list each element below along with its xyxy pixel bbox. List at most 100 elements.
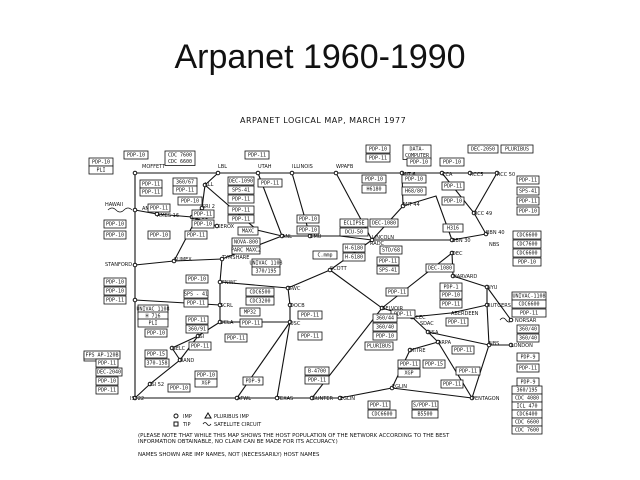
site-label-gunter: GUNTER — [312, 396, 333, 402]
host-label: STD/68 — [382, 248, 400, 254]
host-box: PDP-10 — [512, 257, 542, 267]
imp-node — [132, 262, 138, 268]
host-label: CDC 6600 — [515, 420, 539, 426]
site-label-nelc: NELC — [172, 346, 186, 352]
host-box: CDC3200 — [245, 296, 275, 306]
imp-node — [132, 297, 138, 303]
host-box: PDP-10 — [296, 214, 320, 224]
host-box: PDP-11 — [441, 181, 465, 191]
site-label-cca: CCA — [442, 172, 453, 178]
host-box: PDP-11 — [304, 375, 330, 385]
host-box: PDP-11 — [451, 345, 475, 355]
host-label: DCU-50 — [345, 230, 363, 236]
host-label: DEC-1090 — [229, 179, 253, 185]
host-label: 360/40 — [376, 325, 394, 331]
host-label: 360/40 — [519, 336, 537, 342]
site-label-utah: UTAH — [258, 164, 272, 170]
host-box: PDP-11 — [239, 318, 263, 328]
host-label: PDP-11 — [308, 378, 326, 384]
host-label: COMPUTER — [405, 153, 430, 159]
imp-node — [195, 333, 201, 339]
host-box: PDP-11 — [439, 299, 463, 309]
host-box: CDC 4080 — [511, 393, 543, 403]
tip-legend-icon — [173, 421, 179, 427]
site-label-bbn30: BBN 30 — [452, 238, 471, 244]
imp-node — [450, 273, 456, 279]
site-label-isi: ISI — [198, 334, 204, 340]
host-label: PDP-11 — [520, 311, 538, 317]
host-label: PDP-10 — [518, 260, 536, 266]
host-label: PDP-10 — [444, 199, 462, 205]
host-box: PDP-11 — [516, 196, 540, 206]
host-box: PDP-10 — [103, 286, 127, 296]
host-label: XGP — [404, 371, 413, 377]
imp-node — [400, 203, 406, 209]
host-label: PDP-10 — [127, 153, 145, 159]
site-label-belvoir: BELVOIR — [382, 306, 404, 312]
host-label: H 716 — [145, 314, 160, 320]
host-box: PDP-10 — [103, 277, 127, 287]
host-box: STD/68 — [379, 245, 403, 255]
host-box: PDP-10 — [144, 328, 168, 338]
host-box: MP32 — [239, 307, 261, 317]
site-label-xerox: XEROX — [217, 224, 235, 230]
imp-node — [274, 395, 280, 401]
host-box: PDP-11 — [191, 209, 215, 219]
host-box: PDP-15 — [144, 349, 168, 359]
host-box: PDP-11 — [365, 153, 391, 163]
imp-node — [407, 347, 413, 353]
host-box: PDP-11 — [227, 214, 255, 224]
host-label: PDP-9 — [245, 379, 260, 385]
host-box: PDP-11 — [516, 363, 540, 373]
host-label: CDC3200 — [249, 299, 270, 305]
imp-node — [255, 170, 261, 176]
site-label-lincoln: LINCOLN — [372, 235, 394, 241]
host-label: B-4700 — [308, 369, 326, 375]
host-label: PDP-10 — [376, 334, 394, 340]
host-label: PDP-10 — [106, 233, 124, 239]
host-box: 360/91 — [185, 324, 209, 334]
host-label: CDC6600 — [516, 251, 537, 257]
host-label: PDP-11 — [379, 259, 397, 265]
host-box: PDP-10 — [123, 150, 149, 160]
site-label-sdac: SDAC — [420, 321, 434, 327]
site-label-rcc50: RCC 50 — [497, 172, 515, 178]
site-label-lbl: LBL — [218, 164, 227, 170]
site-label-stanford: STANFORD — [105, 262, 132, 268]
site-label-anl: ANL — [282, 234, 292, 240]
host-label: PDP-11 — [232, 217, 250, 223]
host-box: PDP-11 — [184, 230, 208, 240]
host-box: 370-158 — [144, 358, 170, 368]
host-label: H316 — [447, 226, 459, 232]
host-label: SPS-41 — [519, 189, 537, 195]
host-box: PDP-11 — [397, 359, 421, 369]
map-legend: IMP TIP PLURIBUS IMP SATELLITE CIRCUIT — [173, 412, 262, 428]
host-box: CDC6400 — [511, 409, 543, 419]
host-label: PDP-11 — [448, 320, 466, 326]
host-box: PDP-11 — [139, 187, 163, 197]
host-label: PDP-11 — [142, 182, 160, 188]
legend-satellite: SATELLITE CIRCUIT — [214, 422, 262, 428]
legend-imp: IMP — [183, 414, 192, 420]
site-label-aberdeen: ABERDEEN — [451, 311, 479, 317]
site-label-sri2: SRI 2 — [202, 204, 215, 210]
imp-node — [217, 302, 223, 308]
host-box: DEC-1080 — [369, 218, 399, 228]
host-label: CDC6600 — [371, 412, 392, 418]
host-box: DCU-50 — [339, 227, 369, 237]
host-label: 370-158 — [146, 361, 167, 367]
imp-node — [217, 319, 223, 325]
host-box: PDP-9 — [516, 377, 540, 387]
host-box: DEC-1090 — [227, 176, 255, 186]
host-box: H-6180 — [342, 243, 366, 253]
host-box: PDP-10 — [372, 331, 398, 341]
map-title: ARPANET LOGICAL MAP, MARCH 1977 — [240, 116, 407, 125]
host-label: PDP-11 — [188, 318, 206, 324]
imp-node — [219, 256, 225, 262]
host-label: 360/195 — [516, 388, 537, 394]
host-box: PDP-10 — [439, 290, 463, 300]
host-label: PDP-10 — [299, 217, 317, 223]
host-label: PDP-11 — [519, 199, 537, 205]
host-box: PLI — [137, 318, 169, 328]
